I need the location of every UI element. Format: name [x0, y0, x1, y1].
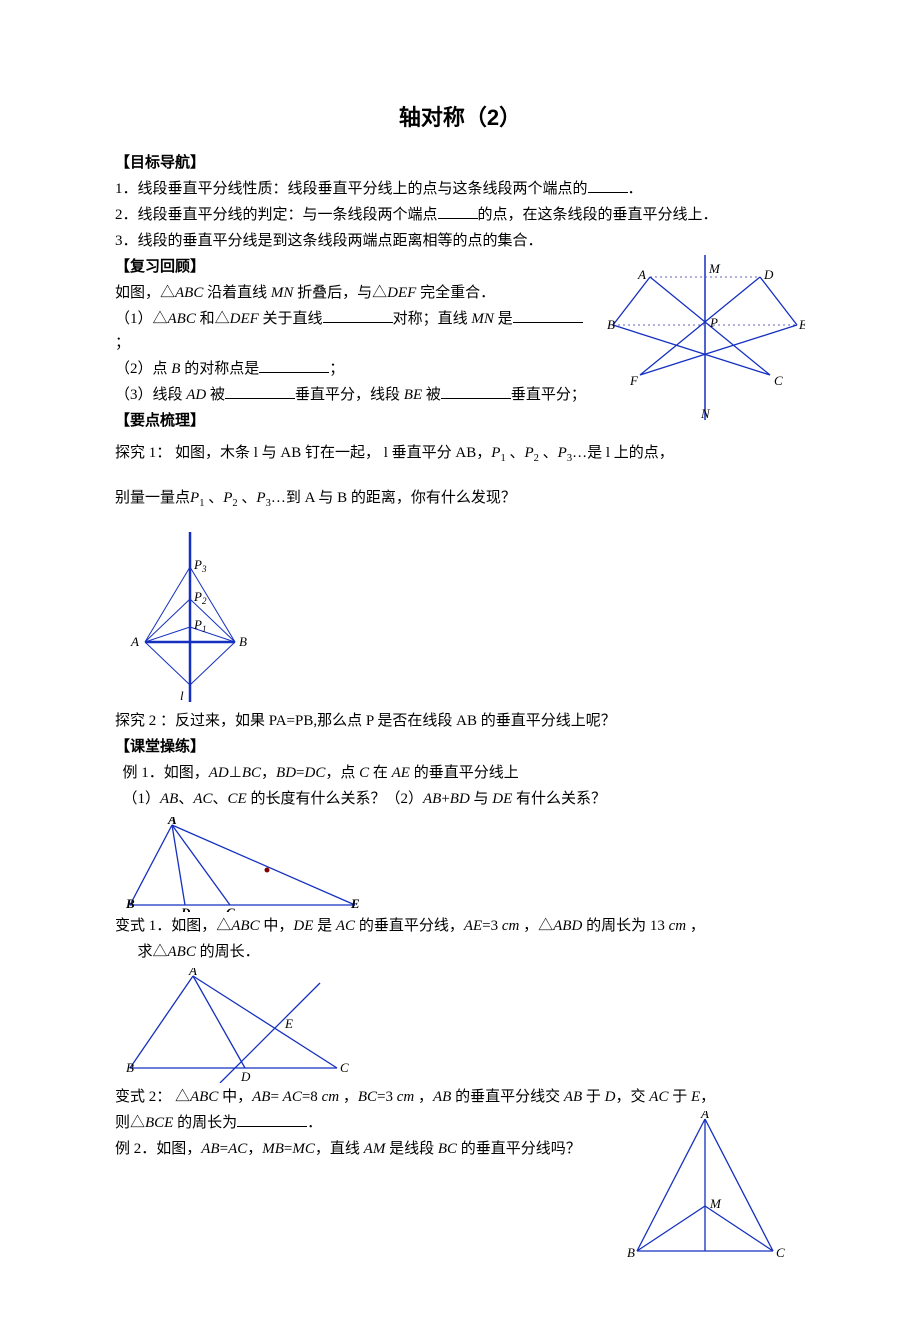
- goal-3: 3．线段的垂直平分线是到这条线段两端点距离相等的点的集合．: [115, 229, 805, 253]
- svg-text:B: B: [627, 1245, 635, 1260]
- svg-text:D: D: [240, 1069, 251, 1083]
- svg-text:M: M: [708, 261, 721, 276]
- explore-1-b: …是 l 上的点，: [572, 445, 674, 461]
- goal-1-text-b: ．: [628, 181, 643, 197]
- goal-2-text-b: 的点，在这条线段的垂直平分线上．: [478, 207, 718, 223]
- figure-variant-1: A B C D E: [125, 968, 805, 1083]
- variant-2-line1: 变式 2： △ABC 中，AB= AC=8 cm ，BC=3 cm ，AB 的垂…: [115, 1085, 805, 1109]
- blank: [259, 357, 329, 373]
- explore-1-line1: 探究 1： 如图，木条 l 与 AB 钉在一起， l 垂直平分 AB，P1 、P…: [115, 441, 805, 468]
- explore-1-d: …到 A 与 B 的距离，你有什么发现？: [271, 490, 516, 506]
- variant-1-line1: 变式 1．如图，△ABC 中，DE 是 AC 的垂直平分线，AE=3 cm ，△…: [115, 914, 805, 938]
- svg-text:A: A: [167, 817, 177, 827]
- blank: [588, 177, 628, 193]
- goal-2: 2．线段垂直平分线的判定：与一条线段两个端点 的点，在这条线段的垂直平分线上．: [115, 203, 805, 227]
- figure-example-2: A B C M: [625, 1111, 785, 1261]
- svg-text:N: N: [700, 406, 711, 420]
- svg-text:B: B: [607, 317, 615, 332]
- svg-text:E: E: [284, 1016, 293, 1031]
- svg-text:C: C: [226, 905, 235, 912]
- svg-text:P: P: [193, 617, 202, 632]
- blank: [237, 1111, 307, 1127]
- svg-text:B: B: [239, 634, 247, 649]
- svg-text:2: 2: [202, 596, 207, 606]
- svg-text:A: A: [700, 1111, 709, 1121]
- goal-1-text-a: 1．线段垂直平分线性质：线段垂直平分线上的点与这条线段两个端点的: [115, 181, 588, 197]
- example-1-line1: 例 1．如图，AD⊥BC，BD=DC，点 C 在 AE 的垂直平分线上: [123, 761, 806, 785]
- blank: [513, 307, 583, 323]
- explore-1-c: 别量一量点: [115, 490, 190, 506]
- explore-1-line2: 别量一量点P1 、P2 、P3…到 A 与 B 的距离，你有什么发现？: [115, 486, 805, 513]
- figure-explore-1: ABlP1P2P3: [125, 527, 805, 707]
- svg-text:B: B: [125, 896, 135, 911]
- explore-1-a: 探究 1： 如图，木条 l 与 AB 钉在一起， l 垂直平分 AB，: [115, 445, 491, 461]
- svg-text:P: P: [193, 589, 202, 604]
- explore-2: 探究 2 ：反过来，如果 PA=PB,那么点 P 是否在线段 AB 的垂直平分线…: [115, 709, 805, 733]
- figure-example-1: A B D C E: [125, 817, 805, 912]
- section-head-goals: 【目标导航】: [115, 151, 805, 175]
- svg-text:C: C: [776, 1245, 785, 1260]
- svg-text:A: A: [188, 968, 197, 978]
- svg-text:P: P: [193, 557, 202, 572]
- svg-text:B: B: [126, 1060, 134, 1075]
- svg-text:F: F: [629, 373, 639, 388]
- svg-text:M: M: [709, 1196, 722, 1211]
- svg-text:C: C: [774, 373, 783, 388]
- blank: [441, 383, 511, 399]
- page-title: 轴对称（2）: [115, 100, 805, 135]
- svg-text:D: D: [180, 905, 191, 912]
- review-intro-text: 如图，△ABC 沿着直线 MN 折叠后，与△DEF 完全重合．: [115, 285, 495, 301]
- variant-1-line2: 求△ABC 的周长．: [138, 940, 806, 964]
- svg-text:1: 1: [202, 624, 207, 634]
- goal-1: 1．线段垂直平分线性质：线段垂直平分线上的点与这条线段两个端点的 ．: [115, 177, 805, 201]
- svg-text:D: D: [763, 267, 774, 282]
- svg-text:l: l: [180, 688, 184, 703]
- svg-text:P: P: [709, 315, 718, 330]
- blank: [225, 383, 295, 399]
- svg-text:C: C: [340, 1060, 349, 1075]
- section-head-practice: 【课堂操练】: [115, 735, 805, 759]
- blank: [323, 307, 393, 323]
- blank: [438, 203, 478, 219]
- example-1-line2: （1）AB、AC、CE 的长度有什么关系？（2）AB+BD 与 DE 有什么关系…: [123, 787, 806, 811]
- svg-text:E: E: [798, 317, 805, 332]
- figure-review: A M D B E F C N P: [605, 255, 805, 420]
- svg-text:E: E: [350, 896, 360, 911]
- goal-2-text-a: 2．线段垂直平分线的判定：与一条线段两个端点: [115, 207, 438, 223]
- svg-text:3: 3: [201, 564, 207, 574]
- svg-text:A: A: [130, 634, 139, 649]
- svg-text:A: A: [637, 267, 646, 282]
